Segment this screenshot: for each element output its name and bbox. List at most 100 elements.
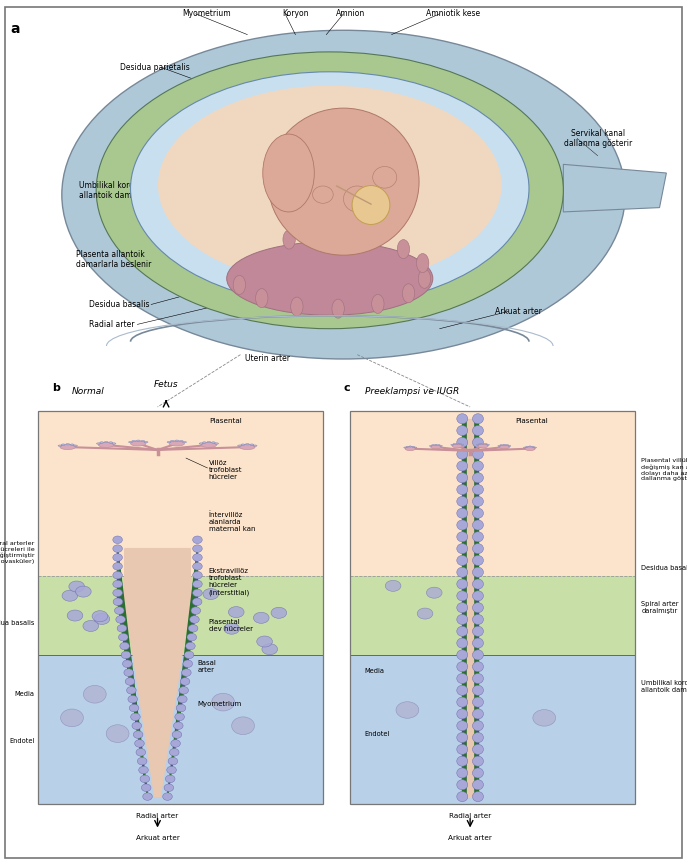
Ellipse shape	[117, 625, 126, 632]
Ellipse shape	[283, 230, 295, 249]
Ellipse shape	[62, 590, 78, 601]
Ellipse shape	[191, 607, 201, 614]
Ellipse shape	[232, 717, 254, 734]
Ellipse shape	[352, 186, 390, 224]
Ellipse shape	[457, 461, 468, 471]
Ellipse shape	[385, 580, 401, 592]
Ellipse shape	[457, 438, 468, 447]
Ellipse shape	[131, 713, 140, 721]
Bar	[38, 411, 323, 576]
Text: Preeklampsi ve IUGR: Preeklampsi ve IUGR	[365, 387, 459, 396]
Ellipse shape	[418, 269, 431, 288]
Ellipse shape	[113, 554, 122, 561]
Polygon shape	[473, 419, 478, 797]
Ellipse shape	[179, 440, 183, 442]
Ellipse shape	[373, 166, 397, 188]
Ellipse shape	[473, 614, 484, 625]
Ellipse shape	[473, 461, 484, 471]
Ellipse shape	[203, 442, 206, 443]
Ellipse shape	[457, 614, 468, 625]
Ellipse shape	[473, 532, 484, 541]
FancyBboxPatch shape	[5, 7, 682, 858]
Ellipse shape	[113, 598, 123, 605]
Ellipse shape	[431, 445, 441, 449]
Ellipse shape	[499, 445, 510, 449]
Ellipse shape	[457, 426, 468, 436]
Ellipse shape	[131, 72, 529, 305]
Bar	[38, 655, 323, 804]
Ellipse shape	[96, 52, 563, 329]
Ellipse shape	[233, 275, 245, 294]
Ellipse shape	[473, 579, 484, 589]
Ellipse shape	[58, 445, 62, 446]
Ellipse shape	[473, 438, 484, 447]
Text: Desidua basalis: Desidua basalis	[0, 620, 34, 626]
Ellipse shape	[192, 554, 202, 561]
Ellipse shape	[457, 413, 468, 424]
Ellipse shape	[416, 253, 429, 272]
Polygon shape	[563, 164, 666, 212]
Text: Desidua parietalis: Desidua parietalis	[120, 63, 190, 72]
Ellipse shape	[207, 441, 211, 443]
Ellipse shape	[397, 240, 409, 259]
Ellipse shape	[122, 660, 132, 668]
Ellipse shape	[417, 608, 433, 619]
Ellipse shape	[473, 756, 484, 766]
Ellipse shape	[212, 693, 234, 711]
Ellipse shape	[140, 775, 150, 783]
Ellipse shape	[132, 440, 136, 442]
Ellipse shape	[83, 620, 99, 631]
Ellipse shape	[187, 633, 196, 641]
Ellipse shape	[98, 443, 114, 447]
Ellipse shape	[183, 660, 192, 668]
Ellipse shape	[215, 443, 218, 445]
Ellipse shape	[457, 756, 468, 766]
Ellipse shape	[113, 536, 122, 543]
Ellipse shape	[254, 445, 257, 446]
Ellipse shape	[125, 677, 135, 685]
Ellipse shape	[473, 768, 484, 778]
Ellipse shape	[177, 695, 187, 703]
Ellipse shape	[473, 638, 484, 648]
Ellipse shape	[192, 598, 202, 605]
Ellipse shape	[203, 588, 218, 599]
Text: Desidua basalis: Desidua basalis	[641, 566, 687, 571]
Ellipse shape	[405, 446, 416, 451]
Text: Plasental
dev hücreler: Plasental dev hücreler	[209, 618, 253, 631]
Ellipse shape	[128, 441, 133, 443]
Text: İntervillöz
alanlarda
maternal kan: İntervillöz alanlarda maternal kan	[209, 510, 256, 531]
Ellipse shape	[429, 445, 432, 446]
Ellipse shape	[121, 651, 131, 658]
Ellipse shape	[473, 626, 484, 637]
Ellipse shape	[457, 543, 468, 554]
Ellipse shape	[406, 446, 409, 447]
Text: Arkuat arter: Arkuat arter	[495, 307, 541, 316]
Text: Umbilikal kordaki
allantoik damarlar: Umbilikal kordaki allantoik damarlar	[641, 680, 687, 693]
Ellipse shape	[190, 616, 199, 624]
Text: Arkuat arter: Arkuat arter	[135, 835, 179, 841]
Text: c: c	[344, 383, 350, 394]
Ellipse shape	[192, 536, 202, 543]
Ellipse shape	[172, 731, 182, 739]
Ellipse shape	[473, 473, 484, 483]
Ellipse shape	[109, 442, 113, 443]
Text: Arkuat arter: Arkuat arter	[448, 835, 492, 841]
Ellipse shape	[175, 713, 184, 721]
Ellipse shape	[115, 607, 124, 614]
Ellipse shape	[473, 721, 484, 731]
Polygon shape	[117, 548, 148, 797]
Ellipse shape	[473, 567, 484, 577]
Ellipse shape	[344, 186, 371, 212]
Text: Endotel: Endotel	[9, 739, 34, 745]
Ellipse shape	[473, 449, 484, 459]
Ellipse shape	[473, 508, 484, 518]
Ellipse shape	[457, 674, 468, 683]
Ellipse shape	[414, 447, 417, 448]
Ellipse shape	[142, 784, 151, 791]
Ellipse shape	[473, 543, 484, 554]
Ellipse shape	[457, 768, 468, 778]
Ellipse shape	[457, 555, 468, 566]
Ellipse shape	[60, 709, 83, 727]
Ellipse shape	[199, 443, 203, 445]
Ellipse shape	[473, 709, 484, 719]
